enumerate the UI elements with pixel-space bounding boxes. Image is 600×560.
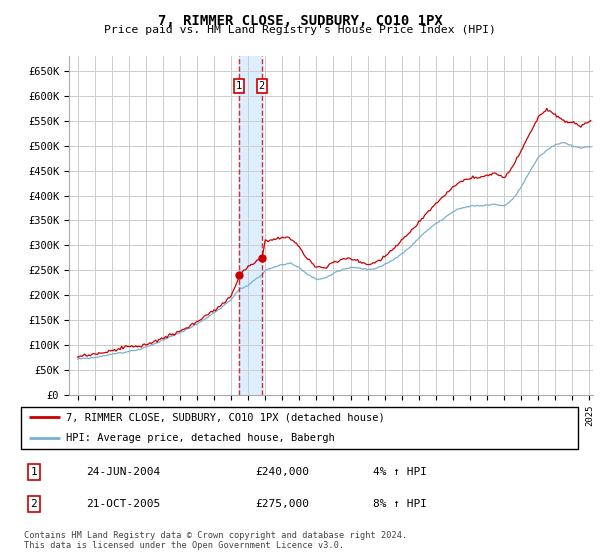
Text: 7, RIMMER CLOSE, SUDBURY, CO10 1PX (detached house): 7, RIMMER CLOSE, SUDBURY, CO10 1PX (deta… (66, 412, 385, 422)
Text: Contains HM Land Registry data © Crown copyright and database right 2024.
This d: Contains HM Land Registry data © Crown c… (24, 531, 407, 550)
Text: 8% ↑ HPI: 8% ↑ HPI (373, 499, 427, 509)
Text: Price paid vs. HM Land Registry's House Price Index (HPI): Price paid vs. HM Land Registry's House … (104, 25, 496, 35)
Text: £275,000: £275,000 (255, 499, 309, 509)
Text: HPI: Average price, detached house, Babergh: HPI: Average price, detached house, Babe… (66, 433, 335, 444)
Text: 7, RIMMER CLOSE, SUDBURY, CO10 1PX: 7, RIMMER CLOSE, SUDBURY, CO10 1PX (158, 14, 442, 28)
Text: 1: 1 (236, 81, 242, 91)
FancyBboxPatch shape (21, 407, 578, 449)
Bar (239, 56, 262, 395)
Text: £240,000: £240,000 (255, 467, 309, 477)
Text: 2: 2 (31, 499, 37, 509)
Text: 24-JUN-2004: 24-JUN-2004 (86, 467, 160, 477)
Text: 1: 1 (31, 467, 37, 477)
Text: 2: 2 (259, 81, 265, 91)
Text: 4% ↑ HPI: 4% ↑ HPI (373, 467, 427, 477)
Text: 21-OCT-2005: 21-OCT-2005 (86, 499, 160, 509)
